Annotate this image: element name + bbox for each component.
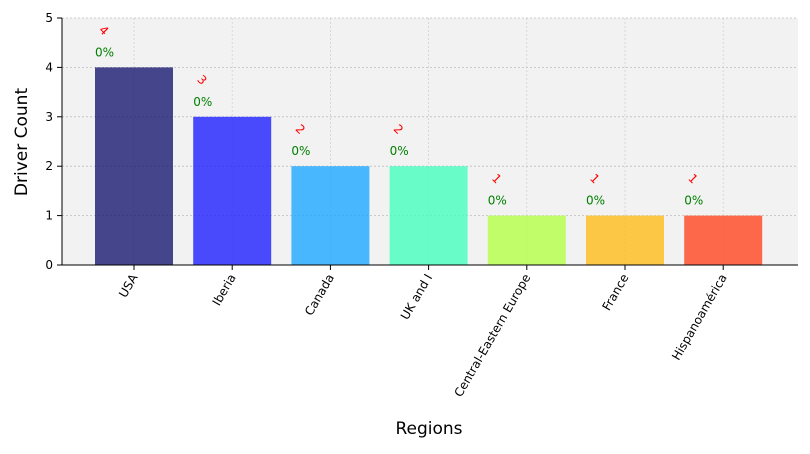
percent-label: 0%	[193, 95, 212, 109]
y-tick-label: 0	[45, 258, 53, 272]
bar	[389, 166, 468, 265]
x-tick-label: USA	[116, 271, 141, 300]
x-tick-label: Central-Eastern Europe	[451, 272, 533, 400]
bar	[291, 166, 370, 265]
bar	[586, 215, 664, 265]
x-axis-label: Regions	[395, 419, 462, 439]
bar	[487, 215, 566, 265]
x-tick-label: Iberia	[210, 272, 239, 309]
percent-label: 0%	[390, 144, 409, 158]
percent-label: 0%	[488, 194, 507, 208]
y-tick-label: 2	[45, 159, 53, 173]
percent-label: 0%	[684, 194, 703, 208]
bar	[95, 67, 173, 266]
y-tick-label: 3	[45, 110, 53, 124]
bar	[193, 116, 272, 265]
x-tick-label: Canada	[302, 272, 337, 319]
bar	[684, 215, 763, 265]
bars	[95, 67, 763, 266]
x-ticks: USA Iberia Canada UK and I Central-Eastern E…	[116, 265, 730, 399]
percent-label: 0%	[291, 144, 310, 158]
y-tick-label: 5	[45, 11, 53, 25]
x-tick-label: France	[600, 272, 632, 314]
y-ticks: 0 1 2 3 4 5	[45, 11, 62, 272]
percent-label: 0%	[586, 194, 605, 208]
x-tick-label: UK and I	[398, 272, 435, 323]
y-tick-label: 4	[45, 60, 53, 74]
percent-label: 0%	[95, 45, 114, 59]
x-tick-label: Hispanoamérica	[669, 272, 730, 363]
y-tick-label: 1	[45, 209, 53, 223]
y-axis-label: Driver Count	[12, 88, 32, 197]
